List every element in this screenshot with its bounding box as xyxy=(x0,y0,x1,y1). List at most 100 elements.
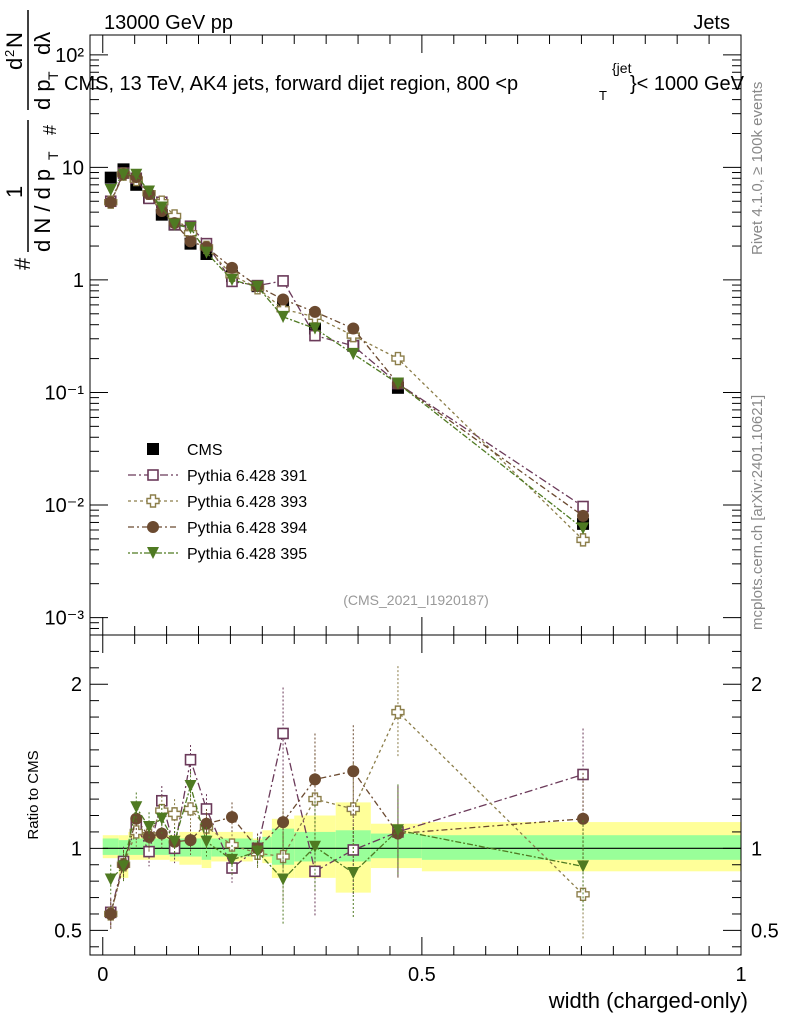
ratio-data-point xyxy=(117,860,130,873)
ratio-data-point xyxy=(184,779,197,792)
ratio-data-point xyxy=(155,812,168,825)
data-point xyxy=(104,196,117,209)
data-point xyxy=(104,171,117,184)
ratio-data-point xyxy=(104,907,117,920)
data-point xyxy=(308,322,321,335)
uncertainty-band-inner xyxy=(179,838,202,857)
analysis-id-label: (CMS_2021_I1920187) xyxy=(343,592,489,608)
rivet-version-label: Rivet 4.1.0, ≥ 100k events xyxy=(749,82,766,255)
data-point xyxy=(308,305,321,318)
legend-label: Pythia 6.428 394 xyxy=(187,520,307,537)
ylabel-n: N xyxy=(2,32,27,48)
ratio-data-point xyxy=(167,807,182,821)
legend-label: Pythia 6.428 393 xyxy=(187,494,307,511)
ylabel-dlambda: dλ xyxy=(30,32,55,55)
ratio-data-point xyxy=(251,845,264,858)
ratio-plot-frame xyxy=(89,634,742,956)
data-point xyxy=(391,377,404,390)
uncertainty-band-inner xyxy=(102,838,119,855)
data-point xyxy=(184,235,197,248)
main-y-tick-label: 10² xyxy=(55,45,84,67)
title-sup-jet: {jet xyxy=(612,60,632,76)
ratio-data-point xyxy=(130,801,143,814)
data-point xyxy=(155,201,168,214)
ratio-data-point xyxy=(391,705,405,719)
ratio-data-point xyxy=(129,825,143,839)
ylabel-dpt2: d p xyxy=(30,79,55,110)
ratio-data-point xyxy=(184,753,197,766)
ratio-y-tick-label-right: 0.5 xyxy=(751,920,779,942)
data-point xyxy=(168,218,181,231)
ratio-data-point xyxy=(277,873,290,886)
data-point xyxy=(277,275,289,287)
ratio-data-point xyxy=(143,821,156,833)
uncertainty-band-inner xyxy=(153,838,170,855)
legend-label: Pythia 6.428 391 xyxy=(187,468,307,485)
ratio-data-point xyxy=(226,853,239,866)
ratio-data-point xyxy=(309,865,321,878)
data-point xyxy=(117,168,130,181)
ylabel-sup2: 2 xyxy=(2,50,17,57)
ratio-y-tick-label-right: 2 xyxy=(751,674,762,696)
series-line-1 xyxy=(110,172,584,508)
ratio-ticks: 0.5 0.51 12 20 0.5 1 xyxy=(54,635,779,986)
main-y-tick-label: 10⁻² xyxy=(45,495,85,517)
ylabel-dn-dpt: d N / d p xyxy=(30,169,55,252)
ratio-data-point xyxy=(226,811,239,824)
ylabel-d2: d xyxy=(2,58,27,70)
data-point xyxy=(347,322,360,335)
data-point xyxy=(226,273,239,286)
legend-marker xyxy=(147,469,159,481)
main-plot-frame xyxy=(89,34,742,636)
data-point xyxy=(577,509,590,522)
data-point xyxy=(391,351,405,366)
main-y-tick-label: 10 xyxy=(62,157,84,179)
ratio-data xyxy=(104,666,590,941)
title-range: }< 1000 GeV xyxy=(630,73,745,95)
data-point xyxy=(277,310,290,323)
ylabel-hash1: # xyxy=(10,257,35,270)
data-point xyxy=(226,261,239,274)
x-axis-label: width (charged-only) xyxy=(548,988,748,1013)
main-data xyxy=(104,163,590,547)
title-text: CMS, 13 TeV, AK4 jets, forward dijet reg… xyxy=(64,73,518,95)
ratio-data-point xyxy=(168,835,181,848)
data-point xyxy=(143,185,156,198)
ylabel-pt-sub: T xyxy=(45,151,61,160)
ratio-y-label: Ratio to CMS xyxy=(25,750,42,839)
ratio-data-point xyxy=(577,812,590,825)
ratio-data-point xyxy=(130,812,143,825)
ratio-data-point xyxy=(577,860,590,873)
main-y-label: # 1 d N / d p T # d 2 N d p T dλ xyxy=(2,10,61,270)
main-title: CMS, 13 TeV, AK4 jets, forward dijet reg… xyxy=(64,60,745,103)
ratio-y-tick-label: 0.5 xyxy=(54,920,82,942)
mcplots-label: mcplots.cern.ch [arXiv:2401.10621] xyxy=(749,395,766,630)
ratio-data-point xyxy=(347,765,360,778)
legend-label: CMS xyxy=(187,442,223,459)
legend-marker xyxy=(147,521,159,533)
legend: CMS Pythia 6.428 391 Pythia 6.428 393 Pythi… xyxy=(128,442,307,563)
ylabel-one: 1 xyxy=(2,186,27,198)
ratio-y-tick-label: 2 xyxy=(71,674,82,696)
data-point xyxy=(130,168,143,181)
x-tick-label: 0.5 xyxy=(408,964,436,986)
ratio-y-tick-label: 1 xyxy=(71,838,82,860)
series-line-4 xyxy=(110,174,584,529)
ratio-data-point xyxy=(391,824,404,837)
data-point xyxy=(104,183,117,196)
main-y-tick-label: 1 xyxy=(73,270,84,292)
ratio-data-point xyxy=(277,727,289,740)
ratio-data-point xyxy=(347,866,360,879)
ylabel-pt-sub2: T xyxy=(45,71,61,80)
ratio-data-point xyxy=(308,840,321,853)
ratio-data-point xyxy=(308,773,321,786)
series-line-2 xyxy=(110,173,584,541)
title-sub-t: T xyxy=(599,88,607,103)
main-y-tick-label: 10⁻¹ xyxy=(45,382,85,404)
x-tick-label: 1 xyxy=(735,964,746,986)
legend-marker xyxy=(147,547,159,559)
x-tick-label: 0 xyxy=(97,964,108,986)
legend-marker xyxy=(147,443,159,455)
data-point xyxy=(347,347,360,360)
